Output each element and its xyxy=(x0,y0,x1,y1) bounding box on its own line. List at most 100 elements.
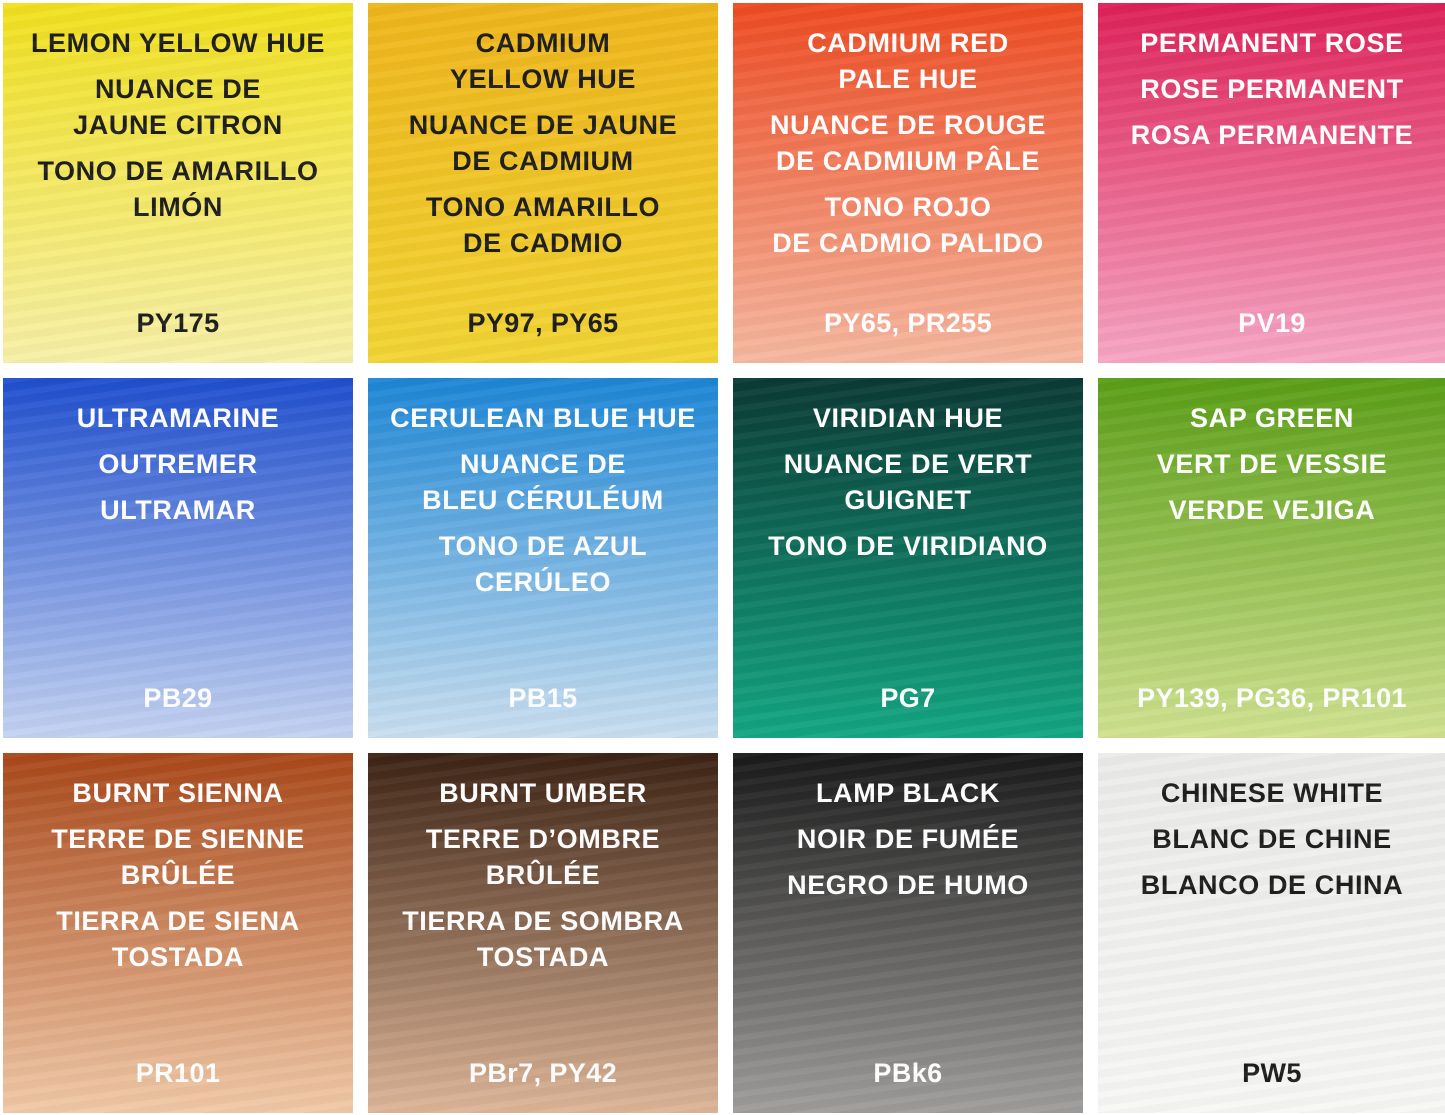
pigment-code: PW5 xyxy=(1242,1058,1302,1088)
color-names: CHINESE WHITE BLANC DE CHINE BLANCO DE CHI… xyxy=(1098,775,1445,913)
color-name-group: CERULEAN BLUE HUE xyxy=(368,400,718,436)
pigment-code: PBr7, PY42 xyxy=(468,1058,618,1088)
color-name-line: NEGRO DE HUMO xyxy=(787,870,1029,900)
color-name-line: PERMANENT ROSE xyxy=(1140,28,1404,58)
color-name-group: CADMIUM RED PALE HUE xyxy=(733,25,1083,97)
color-name-line: BLEU CÉRULÉUM xyxy=(422,485,664,515)
color-name-line: TOSTADA xyxy=(111,942,245,972)
color-name-line: CERULEAN BLUE HUE xyxy=(390,403,696,433)
color-name-group: BLANC DE CHINE xyxy=(1098,821,1445,857)
color-name-line: OUTREMER xyxy=(98,449,258,479)
color-name-group: LAMP BLACK xyxy=(733,775,1083,811)
color-name-line: BRÛLÉE xyxy=(485,860,601,890)
pigment-code: PY65, PR255 xyxy=(823,308,992,338)
color-name-group: CHINESE WHITE xyxy=(1098,775,1445,811)
color-swatch: VIRIDIAN HUE NUANCE DE VERT GUIGNET TONO DE… xyxy=(733,378,1083,738)
color-name-group: TIERRA DE SIENA TOSTADA xyxy=(3,903,353,975)
color-swatch: PERMANENT ROSE ROSE PERMANENT ROSA PERMANE… xyxy=(1098,3,1445,363)
pigment-code: PR101 xyxy=(135,1058,221,1088)
color-name-line: BURNT UMBER xyxy=(439,778,647,808)
color-name-group: NOIR DE FUMÉE xyxy=(733,821,1083,857)
color-name-line: TOSTADA xyxy=(476,942,610,972)
color-name-group: ULTRAMARINE xyxy=(3,400,353,436)
color-name-group: BLANCO DE CHINA xyxy=(1098,867,1445,903)
pigment-code: PB15 xyxy=(508,683,578,713)
pigment-code: PG7 xyxy=(880,683,936,713)
pigment-code: PV19 xyxy=(1238,308,1306,338)
color-name-line: TIERRA DE SOMBRA xyxy=(402,906,684,936)
color-name-line: TONO AMARILLO xyxy=(425,192,661,222)
color-name-line: LIMÓN xyxy=(133,192,223,222)
color-swatch: BURNT UMBER TERRE D’OMBRE BRÛLÉE TIERRA DE … xyxy=(368,753,718,1113)
color-name-line: DE CADMIUM PÂLE xyxy=(776,146,1040,176)
color-name-group: NUANCE DE JAUNE CITRON xyxy=(3,71,353,143)
color-name-line: SAP GREEN xyxy=(1190,403,1354,433)
color-name-line: CHINESE WHITE xyxy=(1160,778,1384,808)
color-name-group: ROSE PERMANENT xyxy=(1098,71,1445,107)
pigment-code: PB29 xyxy=(143,683,213,713)
color-name-line: TERRE D’OMBRE xyxy=(425,824,661,854)
color-swatch: LEMON YELLOW HUE NUANCE DE JAUNE CITRON TON… xyxy=(3,3,353,363)
color-name-line: DE CADMIUM xyxy=(452,146,634,176)
color-name-line: TONO DE AZUL xyxy=(438,531,648,561)
color-name-line: BLANC DE CHINE xyxy=(1152,824,1392,854)
color-swatch: ULTRAMARINE OUTREMER ULTRAMAR PB29 xyxy=(3,378,353,738)
color-name-group: LEMON YELLOW HUE xyxy=(3,25,353,61)
color-name-line: NUANCE DE ROUGE xyxy=(769,110,1047,140)
color-swatch: CADMIUM RED PALE HUE NUANCE DE ROUGE DE CAD… xyxy=(733,3,1083,363)
color-name-group: PERMANENT ROSE xyxy=(1098,25,1445,61)
color-name-line: LEMON YELLOW HUE xyxy=(30,28,326,58)
color-name-line: VERT DE VESSIE xyxy=(1156,449,1388,479)
pigment-code: PY97, PY65 xyxy=(467,308,619,338)
color-name-group: TONO DE AZUL CERÚLEO xyxy=(368,528,718,600)
color-name-group: VIRIDIAN HUE xyxy=(733,400,1083,436)
color-name-line: NUANCE DE xyxy=(460,449,626,479)
color-name-line: TONO ROJO xyxy=(824,192,992,222)
color-swatch: BURNT SIENNA TERRE DE SIENNE BRÛLÉE TIERRA … xyxy=(3,753,353,1113)
color-swatch: LAMP BLACK NOIR DE FUMÉE NEGRO DE HUMO PBk6 xyxy=(733,753,1083,1113)
color-name-line: BLANCO DE CHINA xyxy=(1140,870,1404,900)
color-name-line: NUANCE DE xyxy=(95,74,261,104)
color-name-group: TERRE D’OMBRE BRÛLÉE xyxy=(368,821,718,893)
color-name-line: ROSE PERMANENT xyxy=(1140,74,1404,104)
color-name-line: NUANCE DE VERT xyxy=(783,449,1033,479)
color-name-group: ULTRAMAR xyxy=(3,492,353,528)
color-name-line: BRÛLÉE xyxy=(120,860,236,890)
color-name-line: CERÚLEO xyxy=(474,567,612,597)
color-names: LEMON YELLOW HUE NUANCE DE JAUNE CITRON TON… xyxy=(3,25,353,235)
color-name-line: TONO DE AMARILLO xyxy=(37,156,319,186)
color-names: CADMIUM RED PALE HUE NUANCE DE ROUGE DE CAD… xyxy=(733,25,1083,271)
color-name-group: CADMIUM YELLOW HUE xyxy=(368,25,718,97)
color-name-group: ROSA PERMANENTE xyxy=(1098,117,1445,153)
color-name-line: JAUNE CITRON xyxy=(73,110,283,140)
color-name-line: ULTRAMARINE xyxy=(76,403,280,433)
color-names: SAP GREEN VERT DE VESSIE VERDE VEJIGA xyxy=(1098,400,1445,538)
color-name-group: OUTREMER xyxy=(3,446,353,482)
color-name-group: SAP GREEN xyxy=(1098,400,1445,436)
color-swatch: CERULEAN BLUE HUE NUANCE DE BLEU CÉRULÉUM T… xyxy=(368,378,718,738)
color-name-group: NUANCE DE BLEU CÉRULÉUM xyxy=(368,446,718,518)
color-name-line: VERDE VEJIGA xyxy=(1168,495,1376,525)
color-name-group: TIERRA DE SOMBRA TOSTADA xyxy=(368,903,718,975)
swatch-grid: LEMON YELLOW HUE NUANCE DE JAUNE CITRON TON… xyxy=(3,3,1445,1113)
color-names: LAMP BLACK NOIR DE FUMÉE NEGRO DE HUMO xyxy=(733,775,1083,913)
color-name-line: ROSA PERMANENTE xyxy=(1130,120,1414,150)
color-name-line: YELLOW HUE xyxy=(450,64,636,94)
color-names: PERMANENT ROSE ROSE PERMANENT ROSA PERMANE… xyxy=(1098,25,1445,163)
color-name-group: VERDE VEJIGA xyxy=(1098,492,1445,528)
color-names: CERULEAN BLUE HUE NUANCE DE BLEU CÉRULÉUM T… xyxy=(368,400,718,610)
pigment-code: PY175 xyxy=(136,308,220,338)
color-name-group: NUANCE DE JAUNE DE CADMIUM xyxy=(368,107,718,179)
color-name-line: GUIGNET xyxy=(844,485,972,515)
color-name-group: TONO DE AMARILLO LIMÓN xyxy=(3,153,353,225)
color-name-line: NOIR DE FUMÉE xyxy=(796,824,1020,854)
pigment-code: PY139, PG36, PR101 xyxy=(1137,683,1407,713)
color-name-line: NUANCE DE JAUNE xyxy=(408,110,678,140)
color-name-group: BURNT UMBER xyxy=(368,775,718,811)
color-swatch: CHINESE WHITE BLANC DE CHINE BLANCO DE CHI… xyxy=(1098,753,1445,1113)
color-name-group: NUANCE DE VERT GUIGNET xyxy=(733,446,1083,518)
color-name-line: CADMIUM RED xyxy=(807,28,1009,58)
color-name-group: BURNT SIENNA xyxy=(3,775,353,811)
color-name-line: TONO DE VIRIDIANO xyxy=(768,531,1048,561)
color-name-line: TIERRA DE SIENA xyxy=(56,906,300,936)
